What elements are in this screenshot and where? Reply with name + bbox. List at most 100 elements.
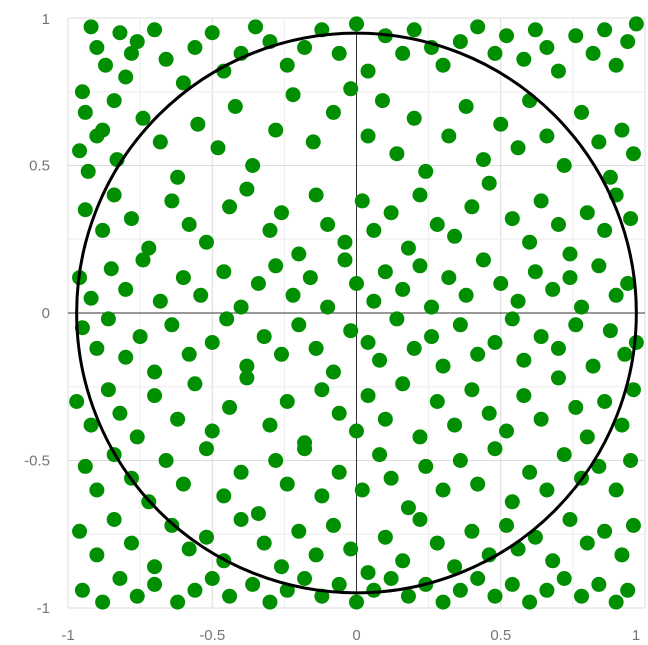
data-point	[522, 234, 538, 250]
data-point	[510, 293, 526, 309]
data-point	[464, 523, 480, 539]
data-point	[487, 335, 503, 350]
data-point	[349, 594, 364, 610]
data-point	[262, 222, 278, 238]
data-point	[118, 69, 134, 85]
data-point	[190, 116, 206, 132]
data-point	[308, 340, 324, 356]
data-point	[175, 270, 191, 286]
x-tick-label: 1	[632, 627, 640, 644]
data-point	[331, 464, 347, 480]
data-point	[164, 193, 180, 209]
data-point	[360, 128, 376, 144]
data-point	[80, 163, 96, 179]
data-point	[170, 411, 186, 427]
data-point	[475, 252, 491, 268]
data-point	[77, 104, 93, 120]
data-point	[623, 453, 639, 468]
data-point	[574, 104, 590, 120]
data-point	[377, 529, 393, 545]
data-point	[158, 453, 174, 468]
data-point	[112, 25, 128, 41]
data-point	[545, 553, 561, 569]
data-point	[181, 346, 197, 362]
data-point	[314, 382, 330, 398]
data-point	[504, 311, 520, 327]
data-point	[291, 523, 307, 539]
data-point	[343, 81, 359, 97]
data-point	[424, 329, 440, 345]
data-point	[89, 547, 105, 563]
data-point	[273, 346, 289, 362]
data-point	[170, 169, 186, 185]
data-point	[533, 193, 549, 209]
data-point	[429, 535, 445, 551]
data-point	[608, 594, 624, 610]
data-point	[95, 122, 111, 138]
data-point	[481, 405, 497, 421]
data-point	[245, 158, 261, 173]
data-point	[118, 349, 134, 365]
data-point	[539, 482, 555, 498]
data-point	[597, 523, 613, 539]
data-point	[389, 311, 405, 327]
data-point	[628, 16, 644, 32]
data-point	[550, 370, 566, 386]
data-point	[383, 571, 399, 586]
data-point	[256, 535, 272, 551]
data-point	[493, 276, 509, 291]
data-point	[424, 299, 440, 315]
data-point	[273, 559, 289, 575]
data-point	[198, 441, 214, 457]
data-point	[123, 535, 139, 551]
data-point	[608, 57, 624, 73]
data-point	[608, 287, 624, 303]
data-point	[164, 317, 180, 333]
data-point	[504, 211, 520, 227]
data-point	[100, 311, 116, 327]
data-point	[291, 246, 307, 262]
data-point	[470, 346, 486, 362]
data-point	[533, 411, 549, 427]
data-point	[132, 329, 148, 345]
data-point	[452, 582, 468, 598]
y-tick-label: -1	[37, 600, 50, 617]
x-tick-label: 0	[352, 627, 360, 644]
data-point	[360, 388, 376, 404]
y-tick-label: 1	[42, 11, 50, 28]
data-point	[412, 512, 428, 527]
data-point	[608, 482, 624, 498]
data-point	[614, 122, 630, 138]
data-point	[245, 576, 261, 592]
data-point	[522, 594, 538, 610]
data-point	[522, 464, 538, 480]
y-tick-labels: 1 0.5 0 -0.5 -1	[24, 11, 50, 617]
data-point	[308, 547, 324, 563]
data-point	[72, 143, 88, 159]
data-point	[539, 582, 555, 598]
data-point	[320, 217, 336, 232]
data-point	[539, 128, 555, 144]
data-point	[395, 45, 411, 61]
y-tick-label: -0.5	[24, 453, 50, 470]
data-point	[112, 405, 128, 421]
data-point	[308, 187, 324, 203]
data-point	[360, 63, 376, 79]
data-point	[305, 134, 321, 150]
data-point	[591, 134, 607, 150]
data-point	[89, 340, 105, 356]
data-point	[412, 429, 428, 445]
data-point	[585, 45, 601, 61]
data-point	[216, 488, 232, 504]
data-point	[147, 22, 163, 38]
data-point	[620, 34, 636, 50]
data-point	[447, 228, 463, 244]
data-point	[550, 63, 566, 79]
data-point	[412, 258, 428, 274]
data-point	[141, 240, 157, 256]
data-point	[400, 240, 416, 256]
data-point	[539, 40, 555, 55]
data-point	[418, 458, 434, 474]
data-point	[516, 388, 532, 404]
